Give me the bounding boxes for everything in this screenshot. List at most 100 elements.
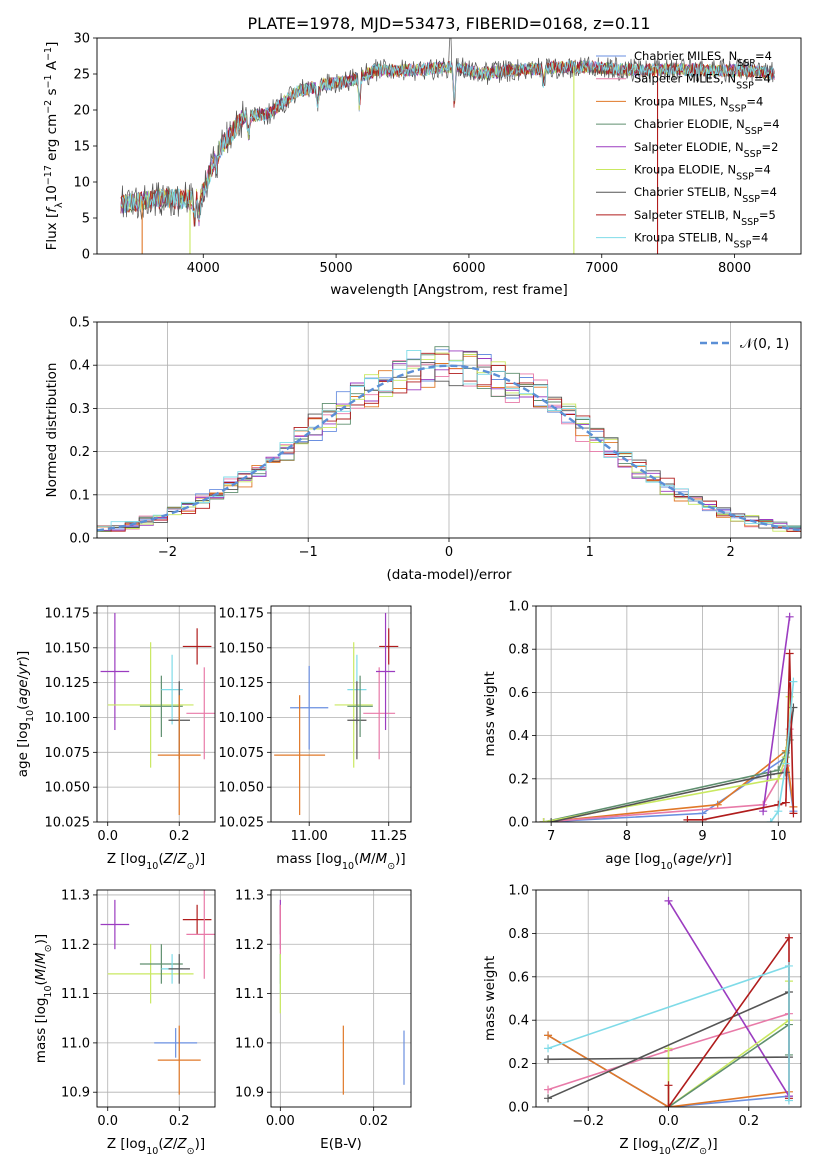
weight-line (667, 935, 790, 1107)
errorbar-salpeter-elodie (100, 612, 130, 731)
weight-series-salpeter-elodie (759, 612, 794, 816)
legend-label-kroupa-stelib: Kroupa STELIB, NSSP=4 (634, 231, 768, 251)
x-tick-label: −1 (299, 545, 318, 560)
weight-marker (664, 896, 673, 905)
y-tick-label: 10.100 (219, 711, 265, 726)
y-axis-label: age [log10(age/yr)] (15, 651, 36, 777)
errorbar-salpeter-stelib (182, 628, 212, 665)
panel-residual-histogram: −2 −1 0 1 2 0.0 0.1 0.2 0.3 0.4 0.5 (data-model)/er… (44, 316, 802, 583)
panel-mass-vs-Z: 0.0 0.2 10.9 11.0 11.1 11.2 11.3 Z [log10(Z/Z⊙)… (33, 888, 216, 1157)
y-tick-label: 0.2 (508, 772, 529, 787)
x-tick-label: 0.2 (169, 829, 190, 844)
legend-label-chabrier-miles: Chabrier MILES, NSSP=4 (634, 49, 772, 69)
weight-line (687, 653, 795, 821)
x-tick-label: 0.0 (97, 829, 118, 844)
panel-age-vs-Z: 0.0 0.2 10.025 10.050 10.075 10.100 10.125 10.1… (15, 605, 216, 872)
x-axis-label: Z [log10(Z/Z⊙)] (107, 1136, 205, 1157)
weight-line (543, 696, 791, 822)
x-tick-label: 0.00 (266, 1114, 295, 1129)
weight-marker (698, 815, 707, 822)
x-tick-label: 7000 (585, 261, 618, 276)
weight-marker (774, 774, 783, 783)
x-tick-label: 9 (698, 829, 706, 844)
weight-line (762, 616, 791, 812)
errorbar-chabrier-miles (290, 665, 329, 750)
legend-label-salpeter-stelib: Salpeter STELIB, NSSP=5 (634, 208, 776, 228)
weight-marker (539, 818, 548, 822)
plot-area (97, 322, 801, 538)
y-tick-label: 0.2 (69, 445, 90, 460)
plot-area (120, 38, 775, 254)
y-tick-label: 0 (82, 248, 90, 263)
weight-line (543, 749, 795, 822)
weight-series-salpeter-stelib (664, 933, 793, 1107)
x-tick-label: 7 (547, 829, 555, 844)
spectrum-line-chabrier-stelib (120, 38, 775, 227)
weight-marker (781, 798, 790, 807)
y-tick-label: 10 (73, 176, 90, 191)
errorbar-kroupa-miles (157, 695, 201, 816)
errorbar-salpeter-miles (186, 667, 215, 760)
plot-area (536, 606, 801, 822)
weight-series-kroupa-stelib (544, 961, 793, 1105)
y-tick-label: 0.6 (508, 970, 529, 985)
plot-area (97, 606, 215, 822)
y-tick-label: 1.0 (508, 600, 529, 615)
x-tick-label: 8 (623, 829, 631, 844)
errorbar-kroupa-miles (157, 1025, 201, 1095)
chart-layer: 4000 5000 6000 7000 8000051015202530waveleng… (15, 32, 802, 1157)
weight-marker (789, 677, 798, 686)
histogram-kroupa-stelib (97, 349, 801, 538)
x-tick-label: −0.2 (572, 1114, 604, 1129)
weight-marker (544, 1031, 553, 1040)
y-tick-label: 0.0 (69, 532, 90, 547)
y-tick-label: 0.5 (69, 316, 90, 331)
x-tick-label: 1 (586, 545, 594, 560)
weight-marker (547, 818, 556, 822)
errorbar-salpeter-elodie (376, 612, 396, 731)
x-tick-label: 10 (770, 829, 787, 844)
weight-line (770, 681, 795, 822)
x-axis-label: (data-model)/error (386, 567, 512, 583)
weight-marker (785, 649, 794, 658)
panel-spectrum: 4000 5000 6000 7000 8000 0 5 10 15 20 25 30 waveleng… (43, 32, 802, 298)
x-tick-label: 2 (726, 545, 734, 560)
errorbar-salpeter-miles (363, 667, 396, 760)
normal-reference-curve (97, 364, 801, 532)
legend-label-kroupa-elodie: Kroupa ELODIE, NSSP=4 (634, 163, 771, 183)
y-tick-label: 10.150 (219, 641, 265, 656)
y-tick-label: 20 (73, 104, 90, 119)
y-tick-label: 11.2 (61, 938, 90, 953)
weight-marker (774, 807, 783, 816)
weight-marker (664, 1103, 673, 1107)
x-axis-label: mass [log10(M/M⊙)] (276, 851, 405, 872)
weight-marker (713, 800, 722, 809)
axes-frame (96, 37, 802, 255)
weight-line (550, 707, 795, 822)
x-tick-label: 0.0 (658, 1114, 679, 1129)
y-axis-label: Flux [fλ10−17 erg cm−2 s−1 A−1] (43, 42, 65, 251)
y-tick-label: 11.3 (61, 888, 90, 903)
y-tick-label: 10.100 (45, 711, 91, 726)
y-tick-label: 11.0 (61, 1036, 90, 1051)
y-tick-label: 10.175 (45, 606, 91, 621)
y-tick-label: 30 (73, 32, 90, 47)
errorbar-chabrier-elodie (139, 675, 183, 737)
axes-frame (535, 605, 802, 823)
weight-marker (544, 1094, 553, 1103)
y-tick-label: 5 (82, 212, 90, 227)
panel-mass-vs-EBV: 0.00 0.02 10.9 11.0 11.1 11.2 11.3 E(B-V) (235, 888, 412, 1152)
y-tick-label: 0.0 (508, 816, 529, 831)
y-tick-label: 10.025 (219, 816, 265, 831)
x-tick-label: −2 (158, 545, 177, 560)
y-tick-label: 0.4 (69, 359, 90, 374)
y-tick-label: 0.8 (508, 927, 529, 942)
weight-marker (766, 818, 775, 822)
axes-frame (270, 605, 412, 823)
panel-age-vs-mass: 11.00 11.25 10.025 10.050 10.075 10.100 10.125… (219, 605, 412, 872)
y-tick-label: 10.125 (219, 676, 265, 691)
y-tick-label: 10.125 (45, 676, 91, 691)
weight-marker (785, 612, 794, 621)
weight-marker (544, 1085, 553, 1094)
